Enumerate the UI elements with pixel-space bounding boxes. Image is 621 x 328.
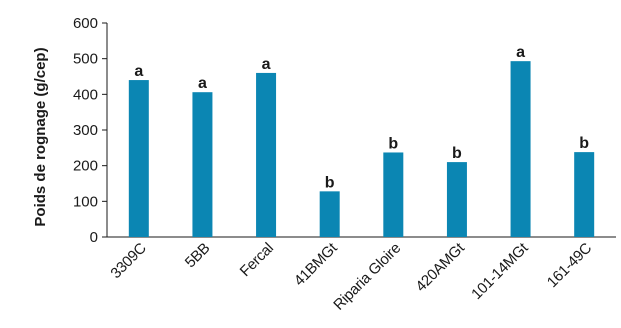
bar bbox=[319, 191, 340, 237]
y-axis-label-group: Poids de rognage (g/cep) bbox=[32, 47, 49, 226]
y-ticks: 0 100 200 300 400 500 600 bbox=[73, 15, 107, 246]
bar bbox=[383, 152, 404, 237]
y-tick-label: 500 bbox=[73, 51, 98, 68]
y-tick-label: 200 bbox=[73, 158, 98, 175]
x-tick-label: 101-14MGt bbox=[468, 239, 532, 303]
significance-letter: b bbox=[388, 135, 398, 152]
significance-letter: a bbox=[262, 56, 271, 73]
y-tick-label: 300 bbox=[73, 122, 98, 139]
axes bbox=[106, 23, 616, 238]
significance-letter: a bbox=[516, 44, 525, 61]
bar bbox=[128, 80, 149, 237]
bar bbox=[256, 72, 277, 237]
y-tick-label: 100 bbox=[73, 193, 98, 210]
bar bbox=[446, 162, 467, 237]
bars bbox=[128, 61, 595, 238]
x-tick-label: 161-49C bbox=[544, 239, 596, 291]
x-tick-label: 420AMGt bbox=[412, 239, 468, 295]
y-axis-label: Poids de rognage (g/cep) bbox=[32, 47, 49, 226]
significance-letter: b bbox=[325, 174, 335, 191]
x-tick-label: Fercal bbox=[237, 240, 277, 280]
bar bbox=[510, 61, 531, 238]
significance-letters: a a a b b b a b bbox=[134, 44, 589, 191]
significance-letter: a bbox=[198, 75, 207, 92]
x-tick-label: 5BB bbox=[182, 240, 214, 272]
significance-letter: b bbox=[452, 145, 462, 162]
y-tick-label: 400 bbox=[73, 86, 98, 103]
bar bbox=[192, 92, 213, 238]
x-tick-label: Riparia Gloire bbox=[330, 240, 404, 314]
significance-letter: a bbox=[134, 63, 143, 80]
x-tick-label: 41BMGt bbox=[291, 239, 341, 289]
x-tick-label: 3309C bbox=[107, 239, 150, 282]
y-tick-label: 0 bbox=[90, 229, 98, 246]
significance-letter: b bbox=[579, 135, 589, 152]
bar bbox=[574, 152, 595, 237]
y-tick-label: 600 bbox=[73, 15, 98, 32]
